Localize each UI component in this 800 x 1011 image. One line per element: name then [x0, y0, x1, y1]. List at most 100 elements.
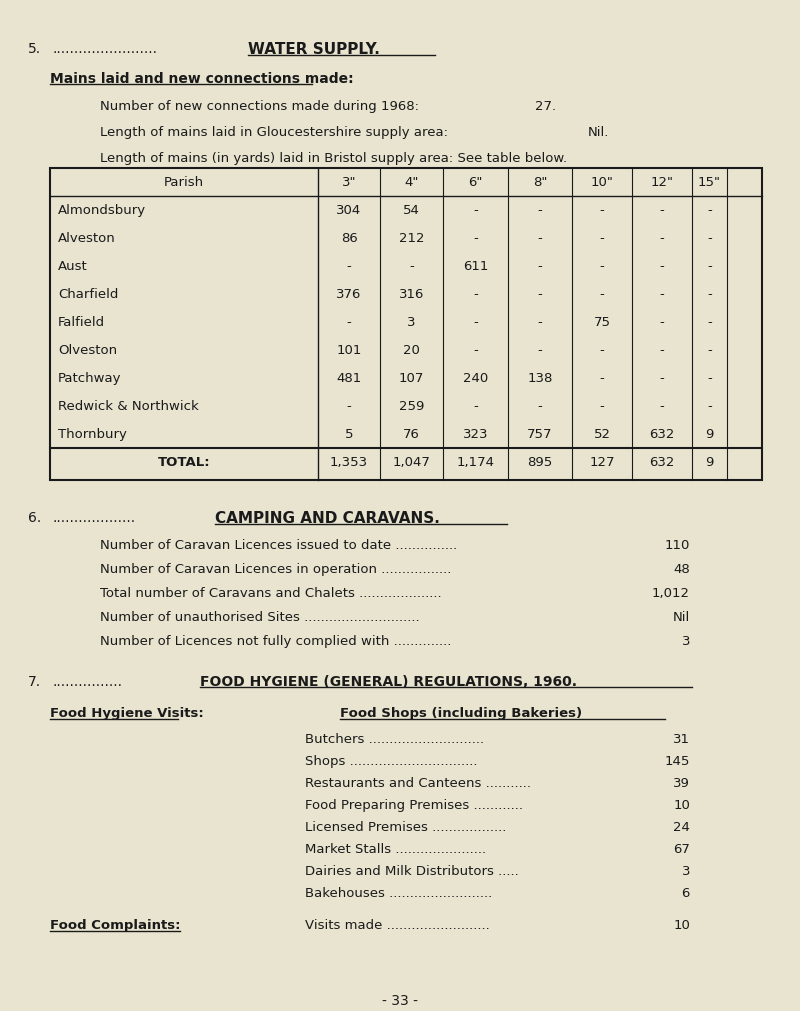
- Text: Olveston: Olveston: [58, 344, 117, 357]
- Text: -: -: [600, 344, 604, 357]
- Text: -: -: [473, 232, 478, 245]
- Text: -: -: [660, 315, 664, 329]
- Text: -: -: [600, 204, 604, 216]
- Text: -: -: [707, 260, 712, 273]
- Text: 1,353: 1,353: [330, 456, 368, 468]
- Text: 75: 75: [594, 315, 610, 329]
- Text: -: -: [660, 232, 664, 245]
- Text: 632: 632: [650, 456, 674, 468]
- Text: 1,012: 1,012: [652, 586, 690, 600]
- Text: 4": 4": [404, 176, 418, 189]
- Text: Thornbury: Thornbury: [58, 428, 127, 441]
- Text: Food Shops (including Bakeries): Food Shops (including Bakeries): [340, 707, 582, 719]
- Text: 3: 3: [682, 864, 690, 878]
- Text: -: -: [346, 399, 351, 412]
- Text: 3: 3: [682, 634, 690, 647]
- Text: -: -: [707, 344, 712, 357]
- Text: -: -: [707, 288, 712, 300]
- Text: 6: 6: [682, 886, 690, 899]
- Text: 52: 52: [594, 428, 610, 441]
- Text: 127: 127: [590, 456, 614, 468]
- Text: 316: 316: [399, 288, 424, 300]
- Text: -: -: [409, 260, 414, 273]
- Text: Shops ...............................: Shops ...............................: [305, 754, 478, 767]
- Text: Alveston: Alveston: [58, 232, 116, 245]
- Text: 611: 611: [463, 260, 488, 273]
- Text: FOOD HYGIENE (GENERAL) REGULATIONS, 1960.: FOOD HYGIENE (GENERAL) REGULATIONS, 1960…: [200, 674, 577, 688]
- Text: Licensed Premises ..................: Licensed Premises ..................: [305, 820, 506, 833]
- Text: 304: 304: [336, 204, 362, 216]
- Text: 323: 323: [462, 428, 488, 441]
- Text: 76: 76: [403, 428, 420, 441]
- Text: 895: 895: [527, 456, 553, 468]
- Text: - 33 -: - 33 -: [382, 993, 418, 1007]
- Text: 31: 31: [673, 732, 690, 745]
- Text: 24: 24: [673, 820, 690, 833]
- Text: Number of Caravan Licences in operation .................: Number of Caravan Licences in operation …: [100, 562, 451, 575]
- Text: Patchway: Patchway: [58, 372, 122, 384]
- Text: 6": 6": [468, 176, 482, 189]
- Text: 10": 10": [590, 176, 614, 189]
- Text: Number of new connections made during 1968:: Number of new connections made during 19…: [100, 100, 419, 113]
- Text: CAMPING AND CARAVANS.: CAMPING AND CARAVANS.: [215, 511, 440, 526]
- Text: -: -: [600, 232, 604, 245]
- Text: -: -: [600, 288, 604, 300]
- Text: Redwick & Northwick: Redwick & Northwick: [58, 399, 198, 412]
- Text: 39: 39: [673, 776, 690, 790]
- Text: 10: 10: [673, 799, 690, 811]
- Text: Food Preparing Premises ............: Food Preparing Premises ............: [305, 799, 523, 811]
- Text: 7.: 7.: [28, 674, 41, 688]
- Text: -: -: [473, 344, 478, 357]
- Text: -: -: [707, 315, 712, 329]
- Text: Market Stalls ......................: Market Stalls ......................: [305, 842, 486, 855]
- Text: -: -: [538, 399, 542, 412]
- Text: -: -: [600, 399, 604, 412]
- Text: Bakehouses .........................: Bakehouses .........................: [305, 886, 492, 899]
- Text: -: -: [660, 344, 664, 357]
- Bar: [50, 169, 762, 480]
- Text: Total number of Caravans and Chalets ....................: Total number of Caravans and Chalets ...…: [100, 586, 442, 600]
- Text: 48: 48: [674, 562, 690, 575]
- Text: 107: 107: [399, 372, 424, 384]
- Text: Aust: Aust: [58, 260, 88, 273]
- Text: -: -: [538, 315, 542, 329]
- Text: WATER SUPPLY.: WATER SUPPLY.: [248, 42, 380, 57]
- Text: 110: 110: [665, 539, 690, 551]
- Text: -: -: [660, 260, 664, 273]
- Text: 6.: 6.: [28, 511, 42, 525]
- Text: 632: 632: [650, 428, 674, 441]
- Text: 1,047: 1,047: [393, 456, 430, 468]
- Text: 1,174: 1,174: [457, 456, 494, 468]
- Text: ...................: ...................: [52, 511, 135, 525]
- Text: 376: 376: [336, 288, 362, 300]
- Text: 20: 20: [403, 344, 420, 357]
- Text: 86: 86: [341, 232, 358, 245]
- Text: -: -: [660, 372, 664, 384]
- Text: 259: 259: [399, 399, 424, 412]
- Text: -: -: [473, 399, 478, 412]
- Text: Restaurants and Canteens ...........: Restaurants and Canteens ...........: [305, 776, 531, 790]
- Text: Number of unauthorised Sites ............................: Number of unauthorised Sites ...........…: [100, 611, 420, 624]
- Text: 15": 15": [698, 176, 721, 189]
- Text: -: -: [707, 232, 712, 245]
- Text: -: -: [707, 399, 712, 412]
- Text: -: -: [600, 372, 604, 384]
- Text: -: -: [346, 260, 351, 273]
- Text: Almondsbury: Almondsbury: [58, 204, 146, 216]
- Text: Length of mains laid in Gloucestershire supply area:: Length of mains laid in Gloucestershire …: [100, 126, 448, 139]
- Text: -: -: [707, 204, 712, 216]
- Text: -: -: [538, 344, 542, 357]
- Text: Dairies and Milk Distributors .....: Dairies and Milk Distributors .....: [305, 864, 518, 878]
- Text: Charfield: Charfield: [58, 288, 118, 300]
- Text: 67: 67: [673, 842, 690, 855]
- Text: -: -: [538, 204, 542, 216]
- Text: Butchers ............................: Butchers ............................: [305, 732, 484, 745]
- Text: Nil: Nil: [673, 611, 690, 624]
- Text: Length of mains (in yards) laid in Bristol supply area: See table below.: Length of mains (in yards) laid in Brist…: [100, 152, 567, 165]
- Text: -: -: [538, 288, 542, 300]
- Text: 757: 757: [527, 428, 553, 441]
- Text: 8": 8": [533, 176, 547, 189]
- Text: Falfield: Falfield: [58, 315, 105, 329]
- Text: -: -: [660, 399, 664, 412]
- Text: -: -: [473, 204, 478, 216]
